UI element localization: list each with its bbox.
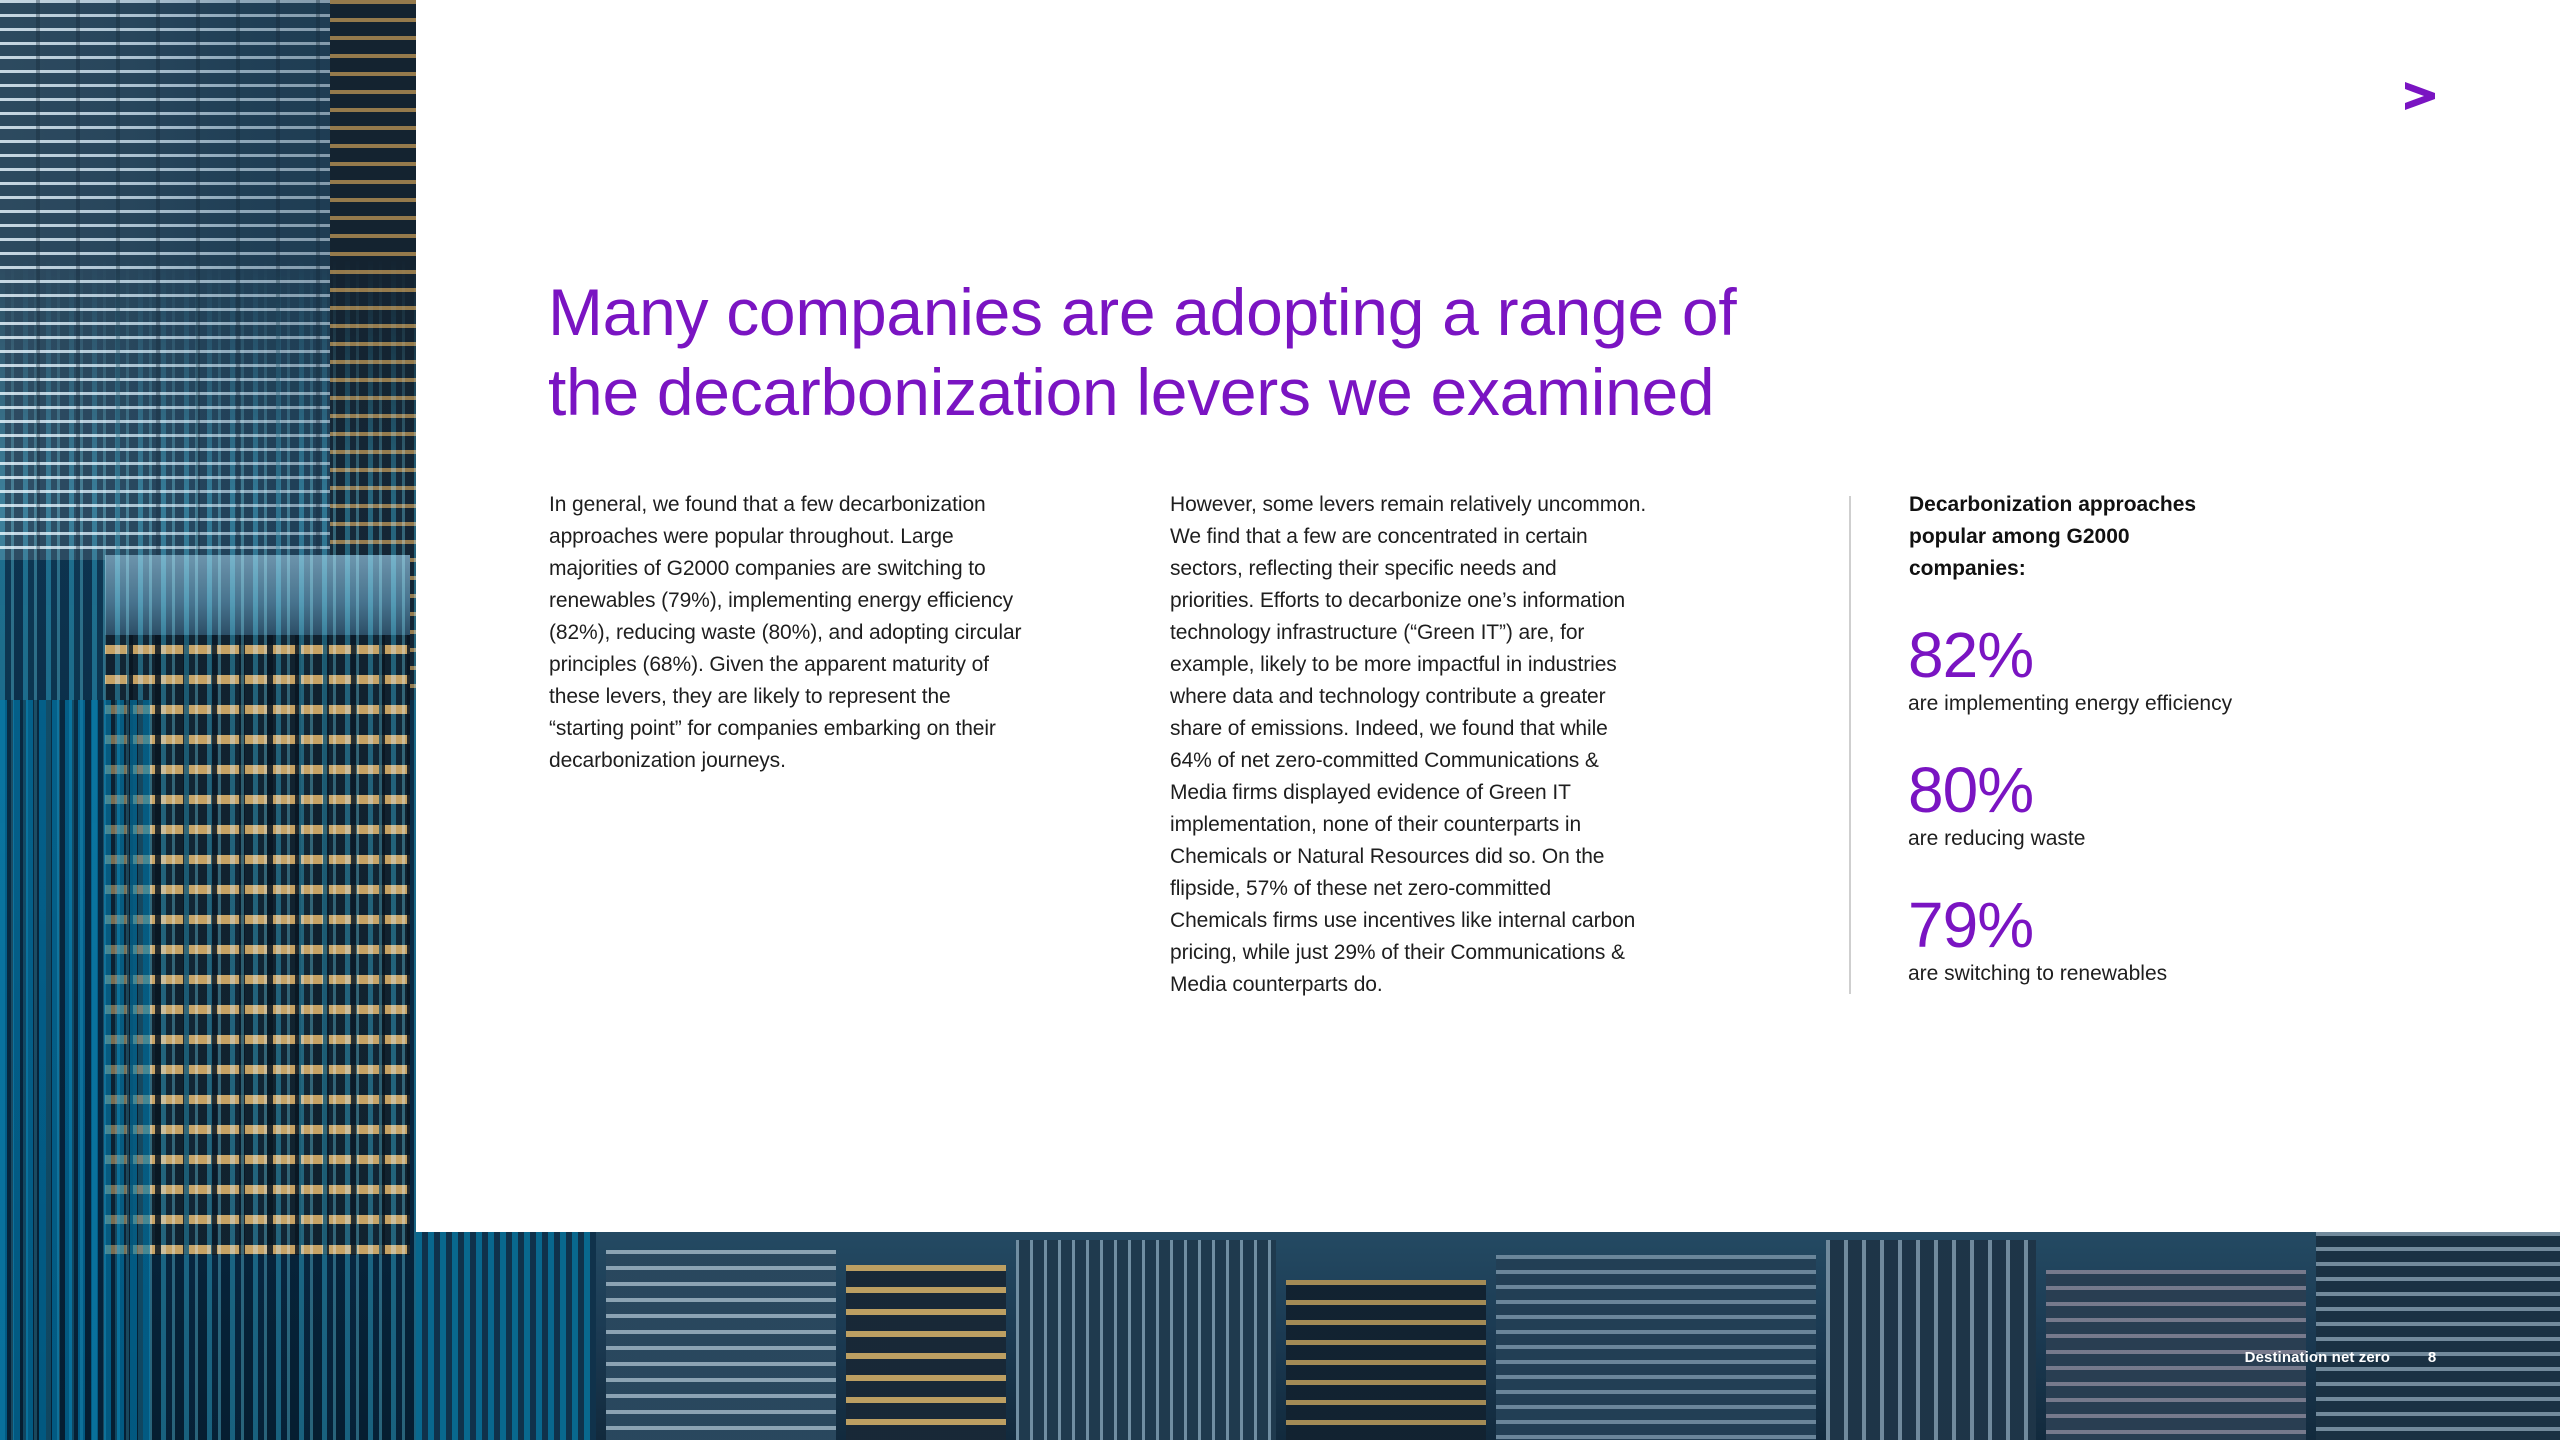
- page-title-line: the decarbonization levers we examined: [548, 355, 1715, 429]
- stats-heading-line: popular among G2000: [1909, 525, 2130, 548]
- page-title: Many companies are adopting a range of t…: [548, 272, 1848, 432]
- paragraph-line: However, some levers remain relatively u…: [1170, 493, 1647, 516]
- paragraph-line: (82%), reducing waste (80%), and adoptin…: [549, 621, 1022, 644]
- paragraph-line: Media counterparts do.: [1170, 973, 1383, 996]
- light-streak-overlay-lower: [0, 700, 150, 1440]
- stats-heading-line: Decarbonization approaches: [1909, 493, 2197, 516]
- paragraph-line: Media firms displayed evidence of Green …: [1170, 781, 1571, 804]
- paragraph-line: We find that a few are concentrated in c…: [1170, 525, 1588, 548]
- city-skyline-photo-bottom: [416, 1232, 2560, 1440]
- paragraph-line: Chemicals firms use incentives like inte…: [1170, 909, 1636, 932]
- stat-value: 80%: [1908, 754, 2034, 826]
- footer-report-title: Destination net zero: [2244, 1349, 2390, 1366]
- building-image: [1826, 1240, 2036, 1440]
- city-skyline-photo-left: [0, 0, 416, 1440]
- paragraph-line: where data and technology contribute a g…: [1170, 685, 1606, 708]
- paragraph-line: principles (68%). Given the apparent mat…: [549, 653, 989, 676]
- building-image: [2316, 1232, 2560, 1440]
- stat-label: are implementing energy efficiency: [1908, 692, 2233, 715]
- paragraph-line: majorities of G2000 companies are switch…: [549, 557, 986, 580]
- paragraph-line: technology infrastructure (“Green IT”) a…: [1170, 621, 1585, 644]
- paragraph-line: priorities. Efforts to decarbonize one’s…: [1170, 589, 1626, 612]
- body-paragraph-left: In general, we found that a few decarbon…: [549, 489, 1069, 777]
- stat-reducing-waste: 80% are reducing waste: [1908, 754, 2328, 854]
- paragraph-line: “starting point” for companies embarking…: [549, 717, 996, 740]
- stat-label: are reducing waste: [1908, 827, 2086, 850]
- paragraph-line: share of emissions. Indeed, we found tha…: [1170, 717, 1608, 740]
- building-image: [2046, 1270, 2306, 1440]
- paragraph-line: example, likely to be more impactful in …: [1170, 653, 1617, 676]
- column-divider: [1849, 496, 1851, 994]
- stat-value: 82%: [1908, 619, 2034, 691]
- body-paragraph-middle: However, some levers remain relatively u…: [1170, 489, 1700, 1001]
- stat-energy-efficiency: 82% are implementing energy efficiency: [1908, 619, 2328, 719]
- paragraph-line: 64% of net zero-committed Communications…: [1170, 749, 1599, 772]
- building-image: [416, 1232, 596, 1440]
- paragraph-line: sectors, reflecting their specific needs…: [1170, 557, 1557, 580]
- footer-page-number: 8: [2427, 1349, 2437, 1366]
- page-title-line: Many companies are adopting a range of: [548, 275, 1737, 349]
- paragraph-line: approaches were popular throughout. Larg…: [549, 525, 954, 548]
- paragraph-line: Chemicals or Natural Resources did so. O…: [1170, 845, 1605, 868]
- paragraph-line: decarbonization journeys.: [549, 749, 786, 772]
- paragraph-line: pricing, while just 29% of their Communi…: [1170, 941, 1625, 964]
- paragraph-line: implementation, none of their counterpar…: [1170, 813, 1582, 836]
- building-image: [1286, 1280, 1486, 1440]
- stat-value: 79%: [1908, 889, 2034, 961]
- building-image: [846, 1265, 1006, 1440]
- building-image: [606, 1250, 836, 1440]
- stat-renewables: 79% are switching to renewables: [1908, 889, 2328, 989]
- stats-heading: Decarbonization approaches popular among…: [1909, 489, 2309, 585]
- paragraph-line: these levers, they are likely to represe…: [549, 685, 951, 708]
- paragraph-line: In general, we found that a few decarbon…: [549, 493, 986, 516]
- paragraph-line: flipside, 57% of these net zero-committe…: [1170, 877, 1552, 900]
- stats-heading-line: companies:: [1909, 557, 2026, 580]
- stat-label: are switching to renewables: [1908, 962, 2168, 985]
- paragraph-line: renewables (79%), implementing energy ef…: [549, 589, 1014, 612]
- building-image: [1496, 1255, 1816, 1440]
- building-image: [1016, 1240, 1276, 1440]
- accenture-greater-than-icon: [2405, 82, 2435, 110]
